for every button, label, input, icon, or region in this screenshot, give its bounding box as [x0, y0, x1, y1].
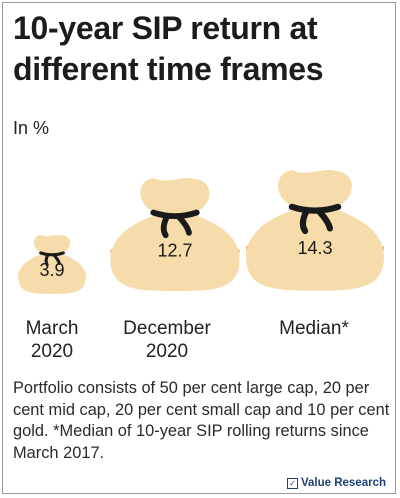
check-icon: ✓ — [286, 477, 298, 489]
brand-logo: ✓ Value Research — [286, 477, 386, 489]
bag-body — [18, 253, 86, 294]
bag-tie — [150, 209, 200, 220]
category-label-median: Median* — [279, 318, 349, 339]
unit-label: In % — [13, 118, 50, 138]
money-bag-3: 14.3 — [246, 169, 384, 291]
category-label-december-2020: December 2020 — [123, 318, 211, 362]
data-label-1: 3.9 — [39, 260, 64, 280]
bag-tie-end — [44, 253, 50, 267]
data-label-3: 14.3 — [297, 238, 332, 258]
bag-tie-end — [160, 213, 171, 239]
footnote: Portfolio consists of 50 per cent large … — [13, 379, 390, 462]
bag-tie — [288, 203, 342, 214]
bag-body — [110, 213, 240, 292]
money-bag-chart: 3.9 12.7 14.3 — [18, 169, 384, 294]
bag-tie-end — [52, 253, 61, 265]
bag-tie — [39, 251, 65, 257]
category-label-march-2020: March 2020 — [25, 318, 79, 362]
bag-tuft — [140, 177, 210, 214]
bag-tuft — [278, 169, 352, 209]
money-bag-1: 3.9 — [18, 234, 86, 294]
data-label-2: 12.7 — [157, 241, 192, 261]
bag-tuft — [33, 234, 71, 254]
brand-name: Value Research — [300, 477, 386, 489]
bag-tie-end — [315, 207, 334, 232]
bag-tie-end — [175, 213, 192, 236]
chart-title: 10-year SIP return at different time fra… — [13, 10, 324, 87]
bag-body — [246, 208, 384, 291]
bag-tie-end — [299, 207, 310, 235]
money-bag-2: 12.7 — [110, 177, 240, 292]
frame-border — [2, 2, 396, 494]
